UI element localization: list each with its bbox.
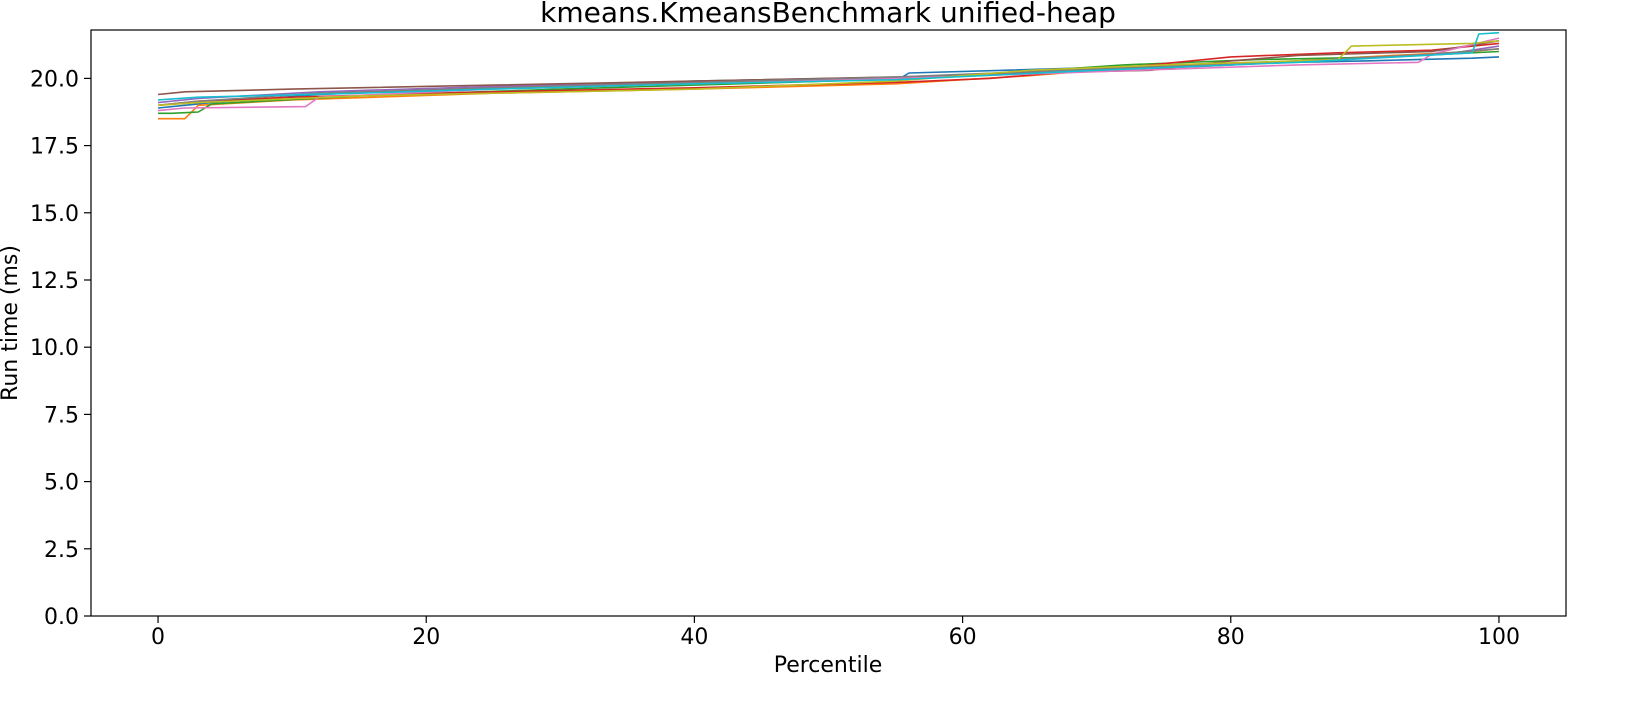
x-tick-label: 100	[1478, 625, 1520, 650]
chart-title: kmeans.KmeansBenchmark unified-heap	[540, 0, 1116, 29]
y-tick-label: 7.5	[44, 403, 79, 428]
y-tick-label: 2.5	[44, 538, 79, 563]
y-tick-label: 12.5	[30, 269, 79, 294]
series-line-4	[157, 42, 1500, 107]
y-tick-label: 15.0	[30, 202, 79, 227]
y-tick-label: 0.0	[44, 605, 79, 630]
y-axis-label: Run time (ms)	[0, 245, 23, 401]
plot-frame	[90, 29, 1567, 617]
series-line-8	[157, 48, 1500, 107]
series-line-10	[157, 31, 1500, 101]
series-line-7	[157, 37, 1500, 112]
x-tick-label: 40	[680, 625, 708, 650]
series-line-3	[158, 50, 1500, 115]
x-tick-label: 0	[151, 625, 165, 650]
y-tick-label: 10.0	[30, 336, 79, 361]
series-line-9	[157, 40, 1500, 107]
x-tick-label: 80	[1217, 625, 1245, 650]
x-tick-label: 20	[412, 625, 440, 650]
y-tick-label: 17.5	[30, 135, 79, 160]
series-line-6	[157, 40, 1500, 96]
x-axis-label: Percentile	[774, 653, 883, 678]
x-tick-label: 60	[949, 625, 977, 650]
y-tick-label: 20.0	[30, 67, 79, 92]
x-axis: 0 20 40 60 80 100	[151, 616, 1520, 650]
y-tick-label: 5.0	[44, 471, 79, 496]
y-axis: 0.0 2.5 5.0 7.5 10.0 12.5 15.0 17.5 20.0	[30, 67, 91, 630]
plot-lines	[157, 31, 1500, 120]
